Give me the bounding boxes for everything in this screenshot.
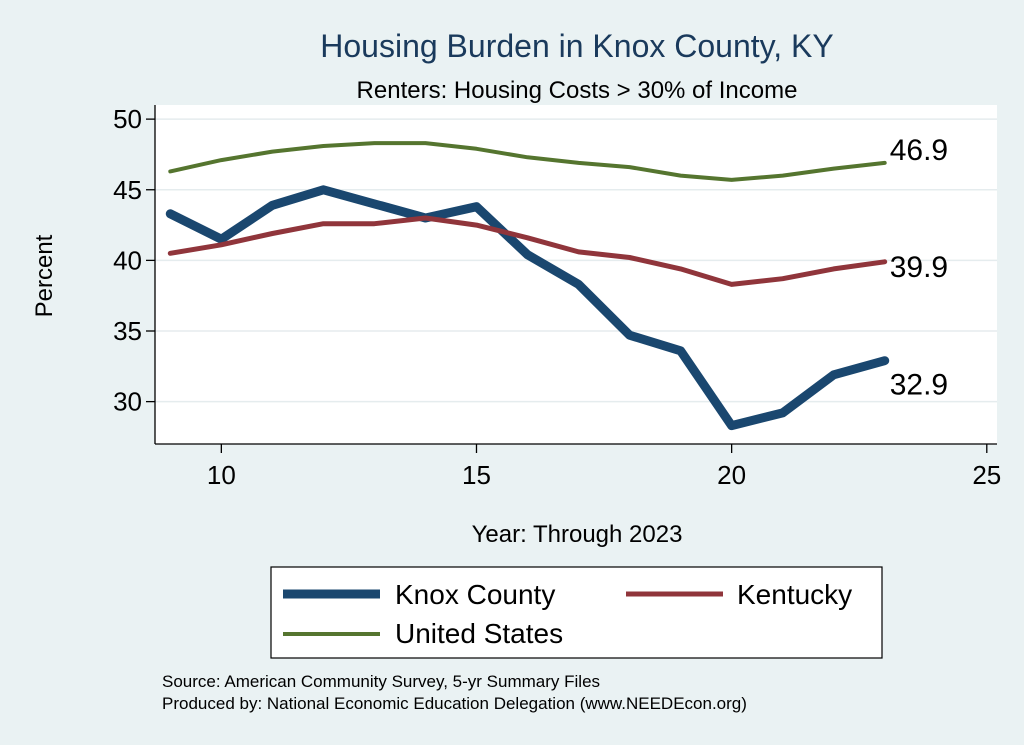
legend-label-united-states: United States bbox=[395, 618, 563, 649]
x-tick-label-25: 25 bbox=[972, 460, 1001, 490]
x-axis-label: Year: Through 2023 bbox=[472, 521, 683, 548]
legend: Knox County Kentucky United States bbox=[270, 566, 883, 659]
end-label-united-states: 46.9 bbox=[890, 134, 948, 167]
source-note: Source: American Community Survey, 5-yr … bbox=[162, 672, 600, 691]
x-tick-label-20: 20 bbox=[717, 460, 746, 490]
end-labels: 32.9 39.9 46.9 bbox=[890, 134, 948, 402]
series-lines bbox=[165, 141, 890, 431]
y-tick-label-40: 40 bbox=[113, 245, 142, 275]
legend-label-knox-county: Knox County bbox=[395, 579, 555, 610]
x-tick-label-10: 10 bbox=[207, 460, 236, 490]
x-tick-label-15: 15 bbox=[462, 460, 491, 490]
axes: 30 35 40 45 50 10 15 20 25 bbox=[113, 104, 1001, 490]
y-axis-label: Percent bbox=[31, 234, 58, 317]
y-tick-label-50: 50 bbox=[113, 104, 142, 134]
grid-lines bbox=[155, 118, 997, 403]
chart-title: Housing Burden in Knox County, KY bbox=[320, 28, 833, 64]
chart-subtitle: Renters: Housing Costs > 30% of Income bbox=[357, 77, 798, 104]
producer-note: Produced by: National Economic Education… bbox=[162, 694, 747, 713]
y-tick-label-45: 45 bbox=[113, 175, 142, 205]
y-tick-label-30: 30 bbox=[113, 387, 142, 417]
end-label-knox-county: 32.9 bbox=[890, 369, 948, 402]
legend-box bbox=[270, 566, 883, 659]
legend-label-kentucky: Kentucky bbox=[737, 579, 852, 610]
end-label-kentucky: 39.9 bbox=[890, 251, 948, 284]
y-tick-label-35: 35 bbox=[113, 316, 142, 346]
plot-area bbox=[155, 105, 997, 444]
